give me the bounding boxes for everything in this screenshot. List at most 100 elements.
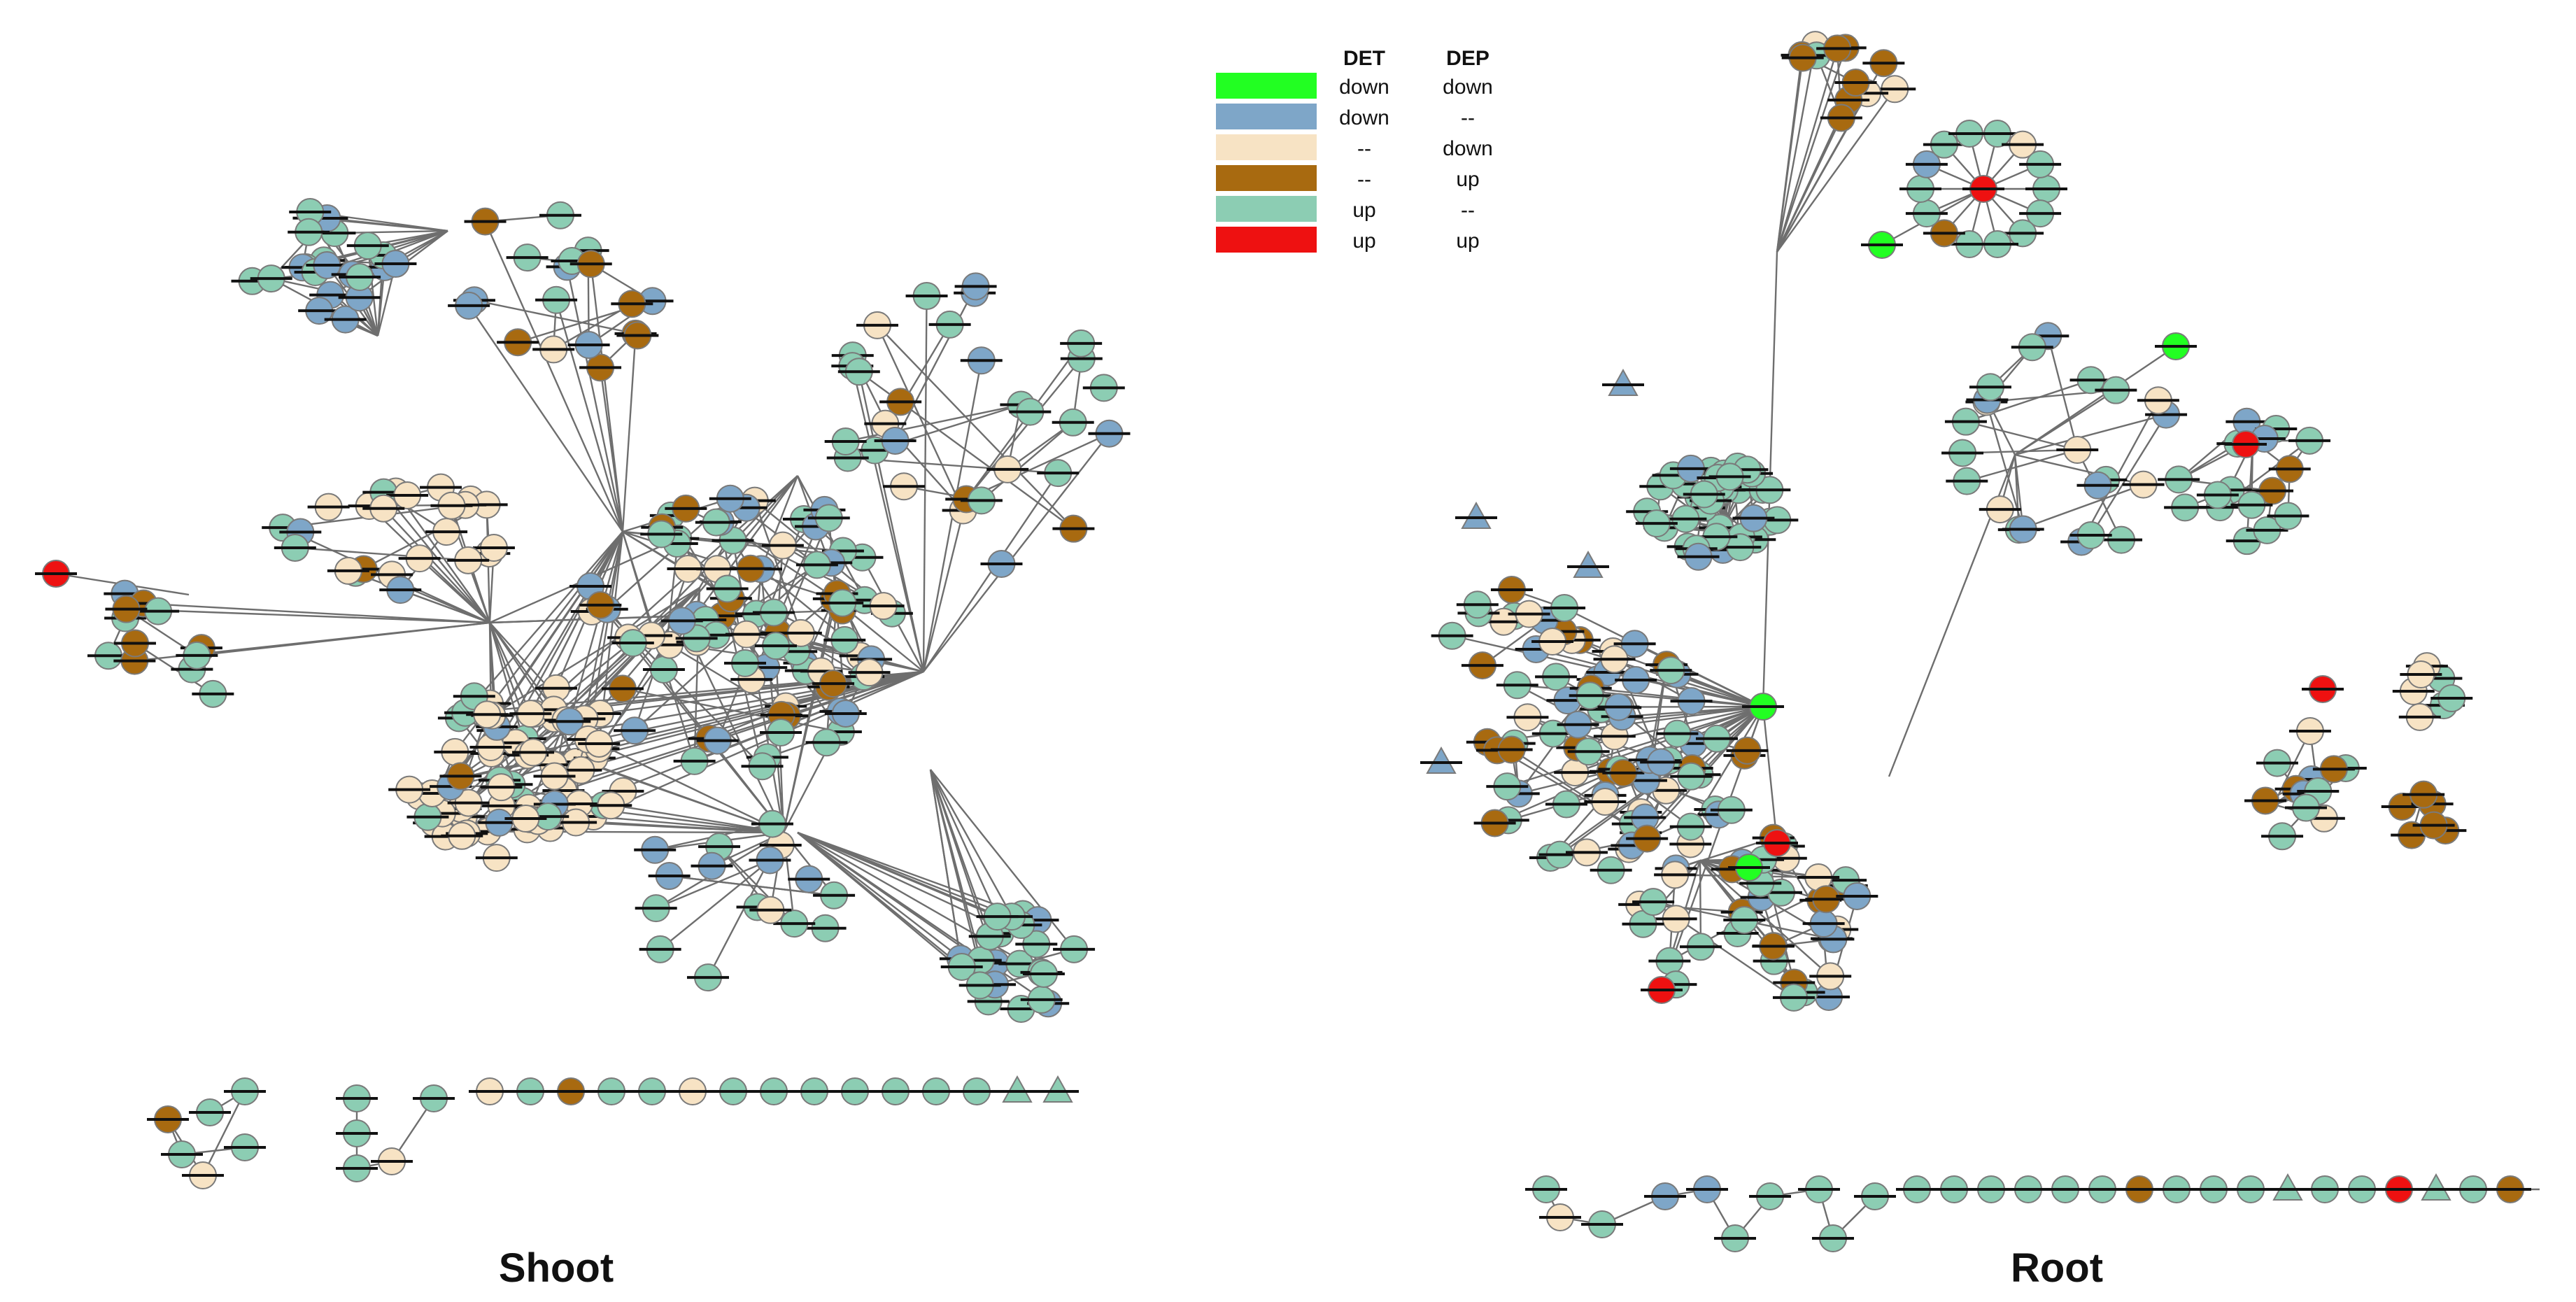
network-edge — [2014, 413, 2167, 456]
network-edge — [1506, 705, 1764, 788]
network-node-triangle — [1002, 1075, 1033, 1103]
network-edge — [1965, 420, 2078, 451]
legend-swatch-dep-up — [1216, 165, 1317, 191]
network-edge — [1776, 57, 1804, 253]
network-edge — [598, 742, 784, 834]
network-edge — [622, 688, 842, 733]
network-edge — [399, 589, 490, 624]
legend-det-value: up — [1352, 229, 1375, 253]
network-edge — [367, 245, 379, 337]
network-edge — [922, 499, 968, 672]
network-edge — [1590, 687, 1764, 708]
network-node-triangle — [1608, 368, 1639, 396]
network-node-triangle — [1042, 1075, 1073, 1103]
network-edge — [1776, 48, 1846, 253]
network-edge — [197, 621, 490, 657]
network-edge — [965, 432, 1110, 500]
network-edge — [383, 507, 490, 623]
network-edge — [929, 769, 963, 968]
network-node-triangle — [1461, 501, 1492, 529]
network-edge — [1699, 860, 1831, 977]
network-edge — [659, 859, 771, 950]
legend-det-value: down — [1339, 106, 1389, 129]
network-node-triangle — [1573, 550, 1604, 578]
network-edge — [621, 333, 637, 532]
network-edge — [782, 593, 838, 833]
legend: DET DEP down down down -- -- down -- up … — [1216, 47, 1493, 253]
network-edge — [1776, 44, 1816, 253]
network-edge — [1776, 88, 1896, 253]
network-edge — [1776, 48, 1839, 253]
network-edge — [851, 365, 925, 672]
shoot-panel-title: Shoot — [499, 1245, 614, 1291]
network-node-triangle — [1426, 746, 1457, 774]
network-edge — [143, 602, 490, 624]
network-edge — [418, 558, 490, 623]
legend-dep-value: -- — [1461, 106, 1475, 129]
network-edge — [468, 305, 623, 532]
legend-dep-value: down — [1443, 137, 1493, 160]
legend-header-dep: DEP — [1446, 47, 1489, 70]
network-edge — [1762, 706, 1778, 844]
network-edge — [797, 831, 1042, 973]
legend-det-value: -- — [1357, 168, 1371, 191]
legend-swatch-det-down-dep-down — [1216, 73, 1317, 99]
network-edge — [1966, 448, 2078, 482]
network-edge — [1511, 749, 1641, 834]
network-edge — [681, 620, 785, 833]
network-edge — [981, 421, 1074, 502]
network-edge — [569, 531, 624, 722]
network-nodes — [35, 31, 2531, 1252]
network-edge — [555, 299, 624, 532]
network-edge — [894, 285, 977, 441]
legend-dep-value: down — [1443, 76, 1493, 99]
network-edge — [965, 358, 1082, 500]
network-edge — [929, 769, 998, 917]
network-edge — [1776, 118, 1842, 253]
network-node-triangle — [2421, 1173, 2451, 1201]
network-edge — [2018, 483, 2144, 531]
network-edge — [491, 586, 700, 716]
network-edge — [126, 608, 490, 624]
network-edge — [201, 1091, 246, 1176]
legend-dep-value: -- — [1461, 199, 1475, 222]
network-edge — [1578, 705, 1764, 726]
legend-dep-value: up — [1456, 168, 1479, 191]
network-edge — [484, 221, 624, 532]
legend-det-value: -- — [1357, 137, 1371, 160]
legend-header-det: DET — [1343, 47, 1385, 70]
network-edge — [2081, 399, 2159, 543]
legend-dep-value: up — [1456, 229, 1479, 253]
network-edge — [929, 769, 991, 937]
network-edge — [490, 531, 624, 754]
network-edge — [656, 859, 770, 910]
network-edge — [876, 325, 964, 511]
network-edge — [593, 815, 784, 834]
network-edge — [2090, 414, 2167, 536]
legend-swatch-det-down — [1216, 104, 1317, 129]
legend-swatch-det-up-dep-up — [1216, 227, 1317, 253]
legend-swatch-dep-down — [1216, 134, 1317, 160]
network-edge — [489, 622, 555, 711]
network-edge — [922, 296, 928, 672]
network-edge — [566, 267, 624, 532]
network-edge — [2047, 336, 2079, 451]
network-edge — [465, 531, 623, 714]
network-edge — [929, 769, 982, 961]
legend-det-value: down — [1339, 76, 1389, 99]
root-panel-title: Root — [2011, 1245, 2103, 1291]
legend-det-value: up — [1352, 199, 1375, 222]
network-edge — [877, 325, 1075, 530]
legend-swatch-det-up — [1216, 196, 1317, 222]
network-edge — [590, 264, 624, 532]
network-edge — [858, 372, 925, 672]
network-node-triangle — [2272, 1173, 2303, 1201]
network-edge — [634, 564, 818, 732]
network-edge — [395, 490, 490, 623]
network-edge — [797, 832, 982, 961]
network-edge — [2014, 346, 2177, 455]
network-edge — [669, 644, 788, 717]
network-edges — [55, 44, 2540, 1239]
network-edge — [845, 404, 1021, 443]
